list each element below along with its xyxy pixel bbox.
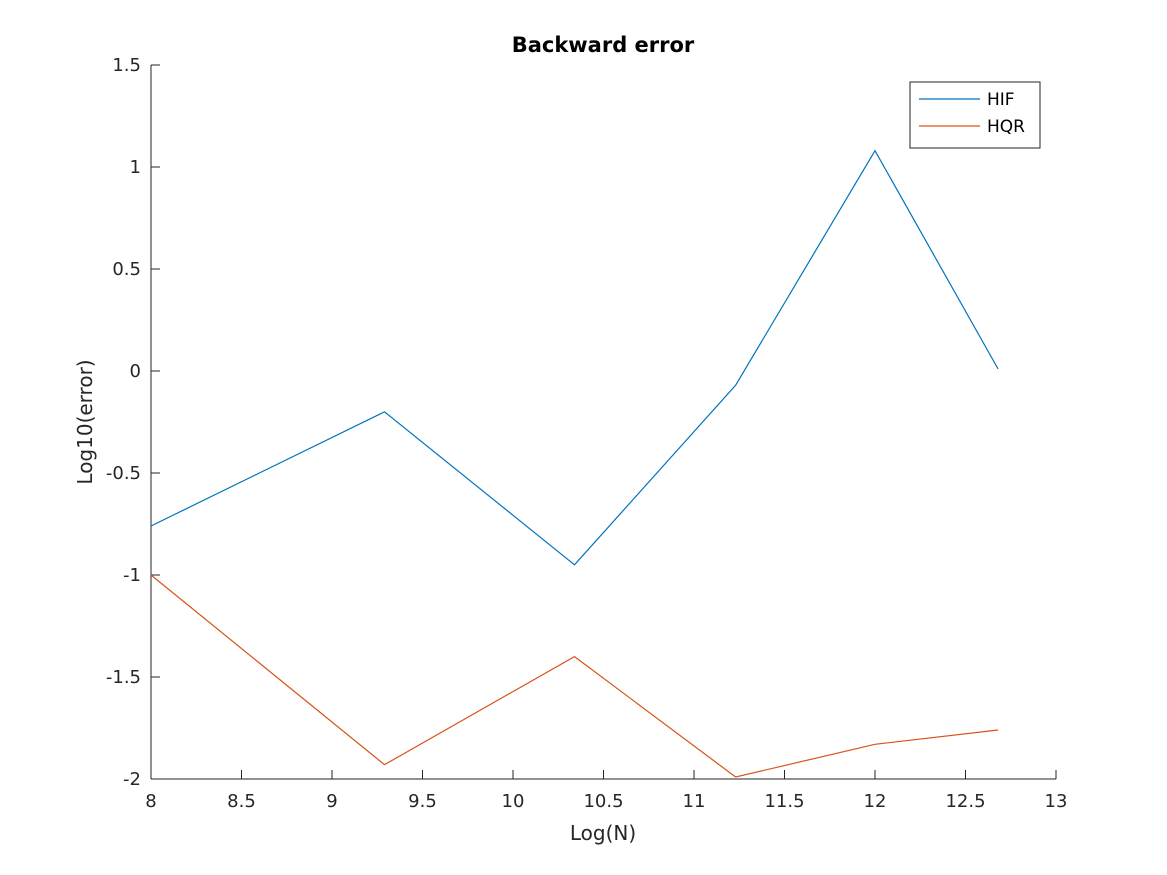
y-tick-label: -0.5 bbox=[106, 463, 141, 484]
y-tick-label: 0 bbox=[130, 361, 141, 382]
y-tick-label: 1.5 bbox=[112, 55, 141, 76]
series-line-hif bbox=[150, 149, 999, 566]
y-tick-label: -2 bbox=[123, 769, 141, 790]
y-tick-label: -1 bbox=[123, 565, 141, 586]
x-tick-label: 8.5 bbox=[227, 791, 256, 812]
x-tick-label: 11.5 bbox=[764, 791, 804, 812]
y-tick-label: 0.5 bbox=[112, 259, 141, 280]
x-tick-label: 10.5 bbox=[583, 791, 623, 812]
y-axis-title: Log10(error) bbox=[73, 359, 97, 484]
legend-label-hqr: HQR bbox=[987, 117, 1025, 137]
x-tick-label: 11 bbox=[683, 791, 706, 812]
x-tick-label: 8 bbox=[145, 791, 156, 812]
legend: HIF HQR bbox=[909, 81, 1041, 149]
series-line-hqr bbox=[150, 574, 999, 778]
plot-lines bbox=[150, 149, 999, 778]
axes: 8 8.5 9 9.5 10 10.5 11 11.5 12 12.5 13-2-1.5-1-0.5… bbox=[106, 55, 1068, 812]
legend-box bbox=[909, 81, 1041, 149]
x-tick-label: 10 bbox=[502, 791, 525, 812]
x-tick-label: 9 bbox=[326, 791, 337, 812]
chart-title: Backward error bbox=[512, 33, 695, 57]
x-axis-title: Log(N) bbox=[570, 821, 636, 845]
y-tick-label: -1.5 bbox=[106, 667, 141, 688]
legend-label-hif: HIF bbox=[987, 90, 1015, 110]
y-tick-label: 1 bbox=[130, 157, 141, 178]
x-tick-label: 9.5 bbox=[408, 791, 437, 812]
x-tick-label: 12 bbox=[864, 791, 887, 812]
x-tick-label: 12.5 bbox=[945, 791, 985, 812]
x-tick-label: 13 bbox=[1045, 791, 1068, 812]
